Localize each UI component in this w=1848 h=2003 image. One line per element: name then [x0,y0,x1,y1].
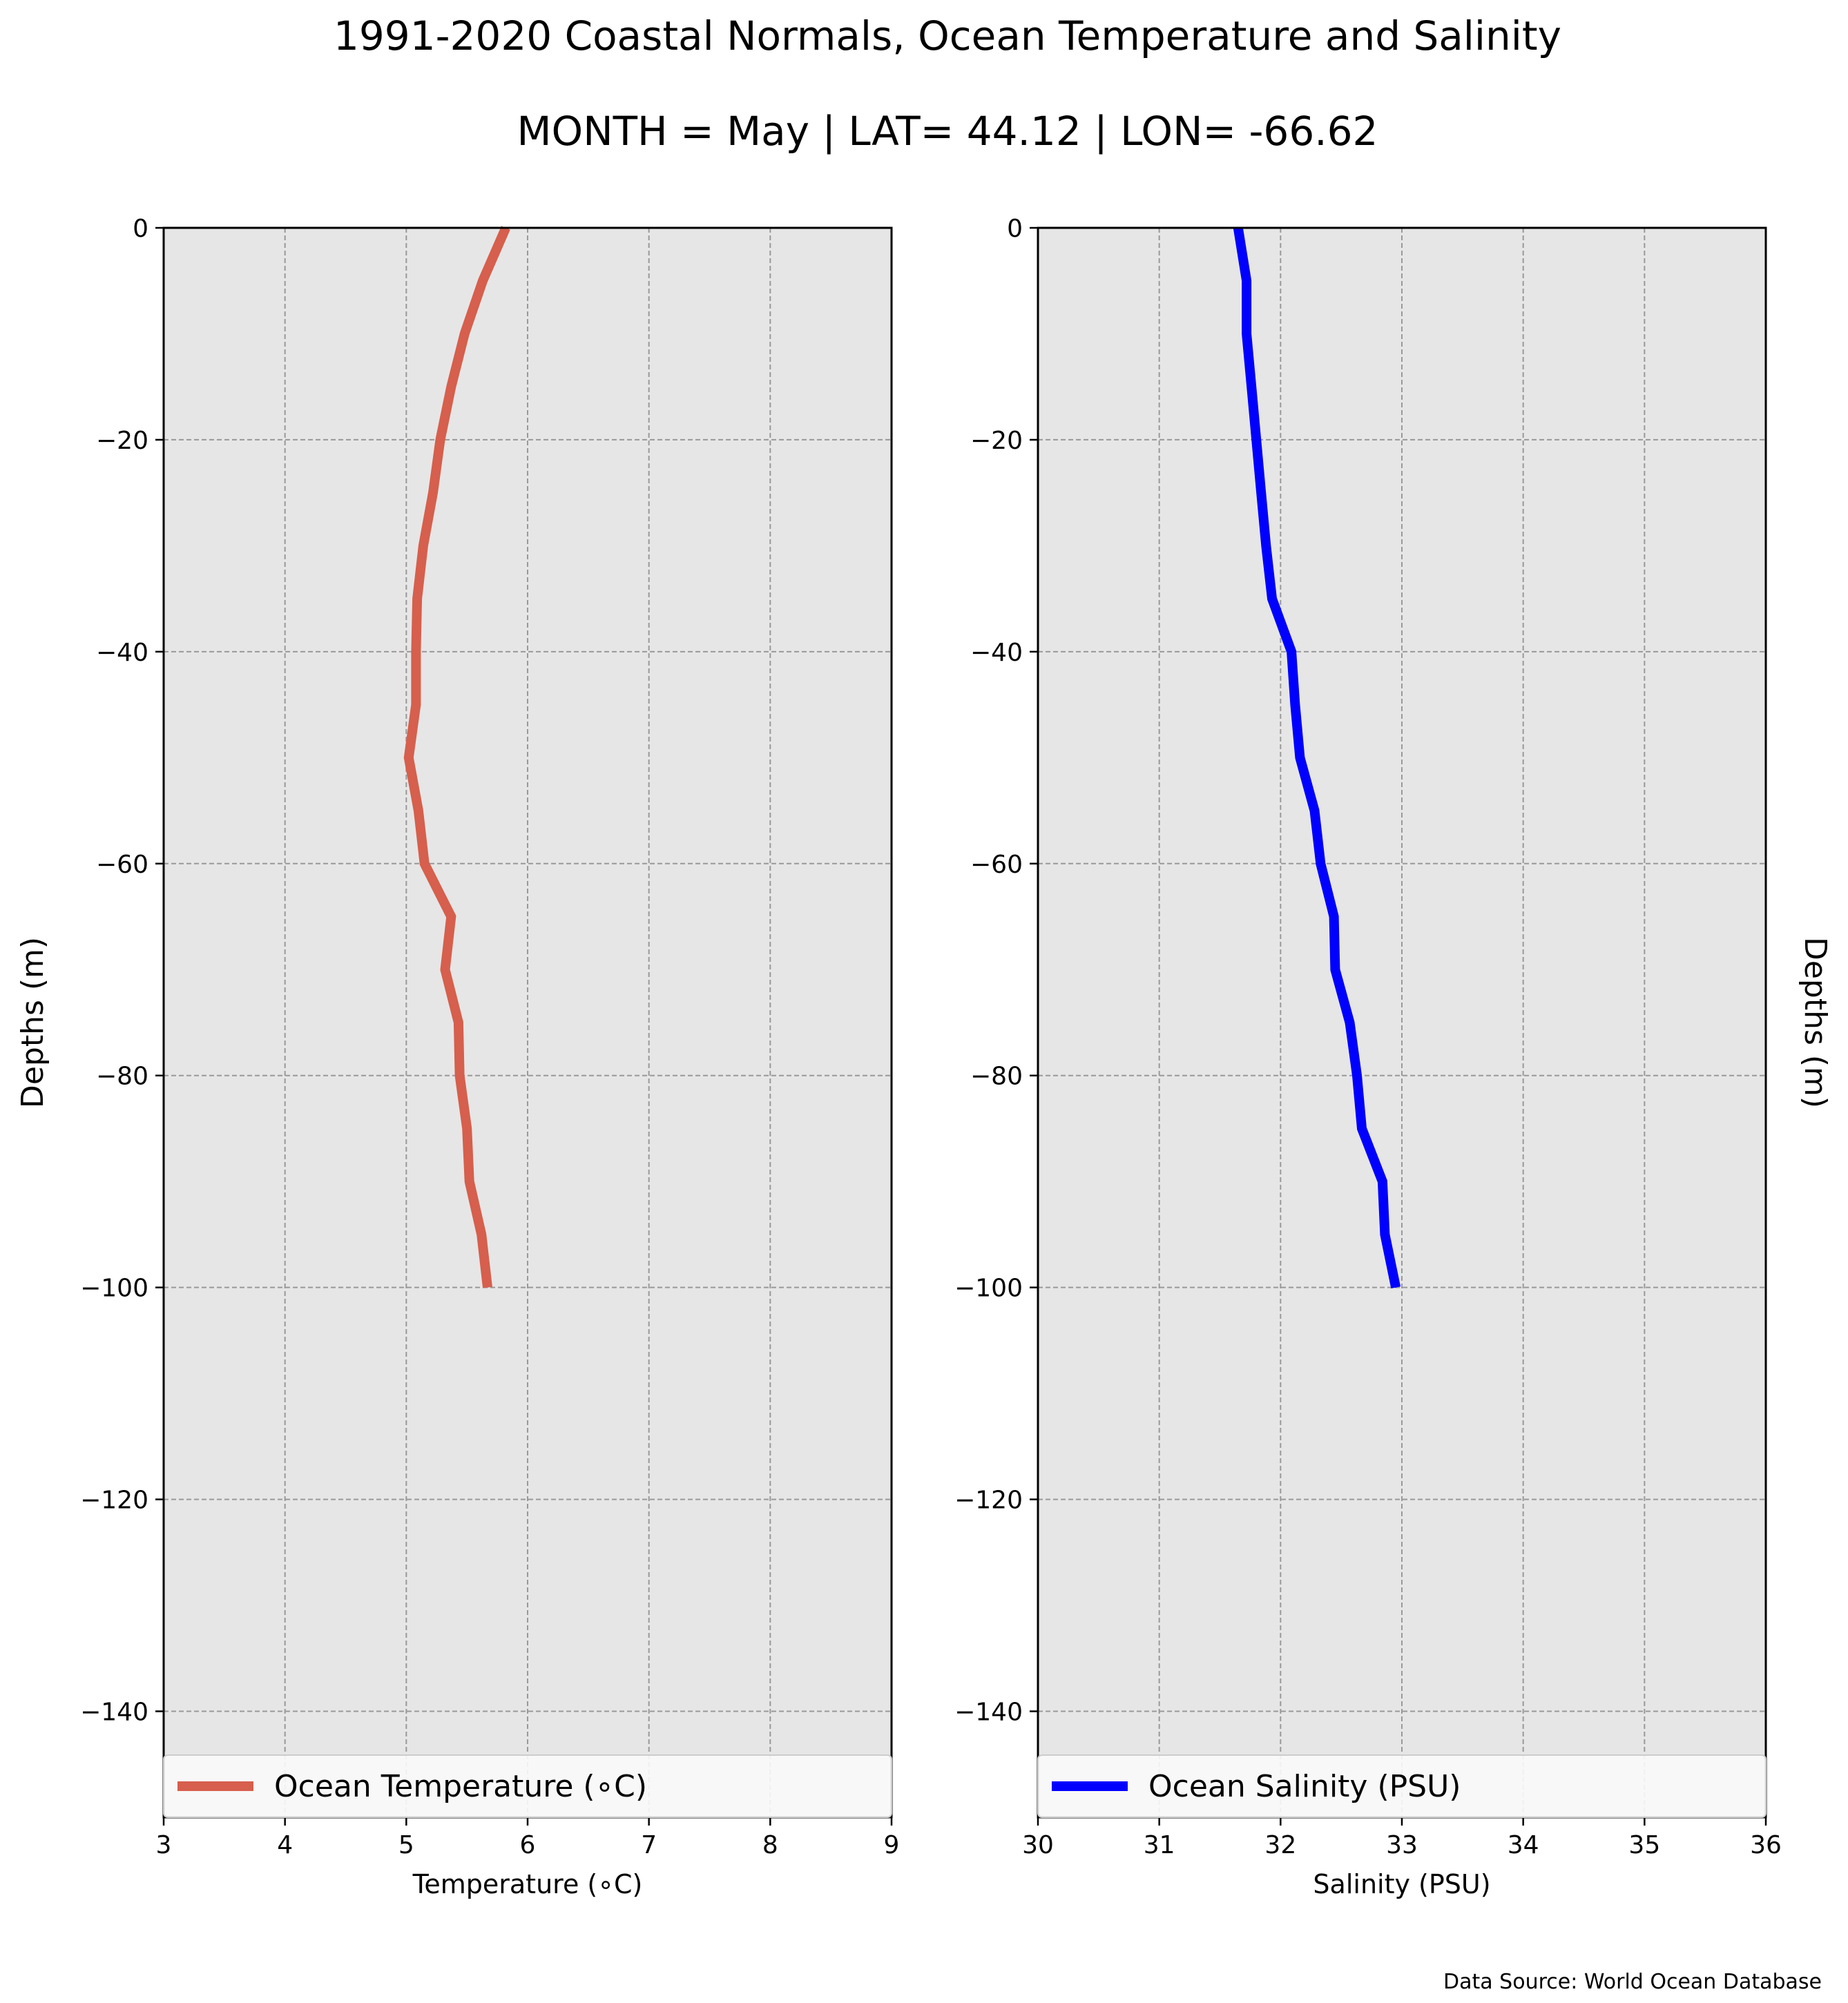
y-tick-label: 0 [133,215,148,243]
salinity-data-point [1356,1075,1358,1076]
salinity-data-point [1334,969,1336,970]
salinity-data-point [1382,1181,1383,1182]
x-tick-label: 31 [1144,1831,1175,1859]
x-tick-label: 36 [1750,1831,1782,1859]
y-tick-label: −100 [80,1275,148,1303]
x-tick-label: 3 [156,1831,172,1859]
y-tick-label: −40 [96,639,148,667]
temperature-data-point [408,757,410,758]
y-tick-label: −80 [970,1063,1023,1091]
x-axis-label: Temperature (∘C) [412,1869,643,1899]
temperature-data-point [481,1234,482,1235]
x-tick-label: 33 [1386,1831,1418,1859]
salinity-data-point [1255,439,1257,441]
y-axis-label: Depths (m) [1798,937,1833,1108]
salinity-data-point [1291,651,1292,652]
x-tick-label: 9 [884,1831,900,1859]
salinity-legend: Ocean Salinity (PSU) [1037,1754,1767,1818]
temperature-data-point [450,916,452,918]
x-axis-label: Salinity (PSU) [1313,1869,1490,1899]
data-source-footer: Data Source: World Ocean Database [1443,1970,1822,1994]
salinity-data-point [1294,704,1296,706]
y-tick-label: −80 [96,1063,148,1091]
temperature-data-point [464,333,465,334]
temperature-data-point [440,439,441,441]
x-tick-label: 4 [277,1831,293,1859]
x-tick-label: 30 [1022,1831,1054,1859]
y-axis-label: Depths (m) [15,937,50,1108]
figure-title: 1991-2020 Coastal Normals, Ocean Tempera… [334,12,1561,59]
legend-box [1037,1754,1767,1818]
temperature-data-point [459,1075,461,1076]
temperature-data-point [424,863,425,864]
x-tick-label: 34 [1508,1831,1539,1859]
legend-box [163,1754,892,1818]
y-tick-label: −140 [954,1699,1023,1727]
x-tick-label: 5 [398,1831,414,1859]
salinity-data-point [1260,492,1262,494]
x-tick-label: 8 [762,1831,778,1859]
temperature-data-point [432,492,434,494]
temperature-data-point [466,1128,468,1129]
y-tick-label: −60 [970,851,1023,879]
salinity-data-point [1361,1128,1363,1129]
y-tick-label: −20 [96,427,148,455]
y-tick-label: −20 [970,427,1023,455]
x-tick-label: 6 [520,1831,536,1859]
temperature-chart-panel: 3 4 5 6 7 8 9 0 −20 −40 −60 −80 −100 −120 −140 Temperat… [15,215,899,1899]
figure-subtitle: MONTH = May | LAT= 44.12 | LON= -66.62 [517,108,1378,155]
temperature-legend: Ocean Temperature (∘C) [163,1754,892,1818]
legend-label: Ocean Temperature (∘C) [274,1769,647,1804]
x-tick-label: 35 [1628,1831,1660,1859]
y-tick-label: −140 [80,1699,148,1727]
y-tick-label: −60 [96,851,148,879]
x-tick-label: 32 [1264,1831,1296,1859]
y-tick-label: −120 [80,1487,148,1515]
salinity-data-point [1265,545,1267,546]
y-tick-label: 0 [1007,215,1023,243]
x-tick-label: 7 [641,1831,657,1859]
salinity-chart-panel: 30 31 32 33 34 35 36 0 −20 −40 −60 −80 −100 −120 −140 S… [954,215,1833,1899]
y-tick-label: −120 [954,1487,1023,1515]
y-tick-label: −100 [954,1275,1023,1303]
salinity-data-point [1320,863,1321,864]
temperature-data-point [469,1181,470,1182]
legend-label: Ocean Salinity (PSU) [1148,1769,1461,1804]
y-tick-label: −40 [970,639,1023,667]
